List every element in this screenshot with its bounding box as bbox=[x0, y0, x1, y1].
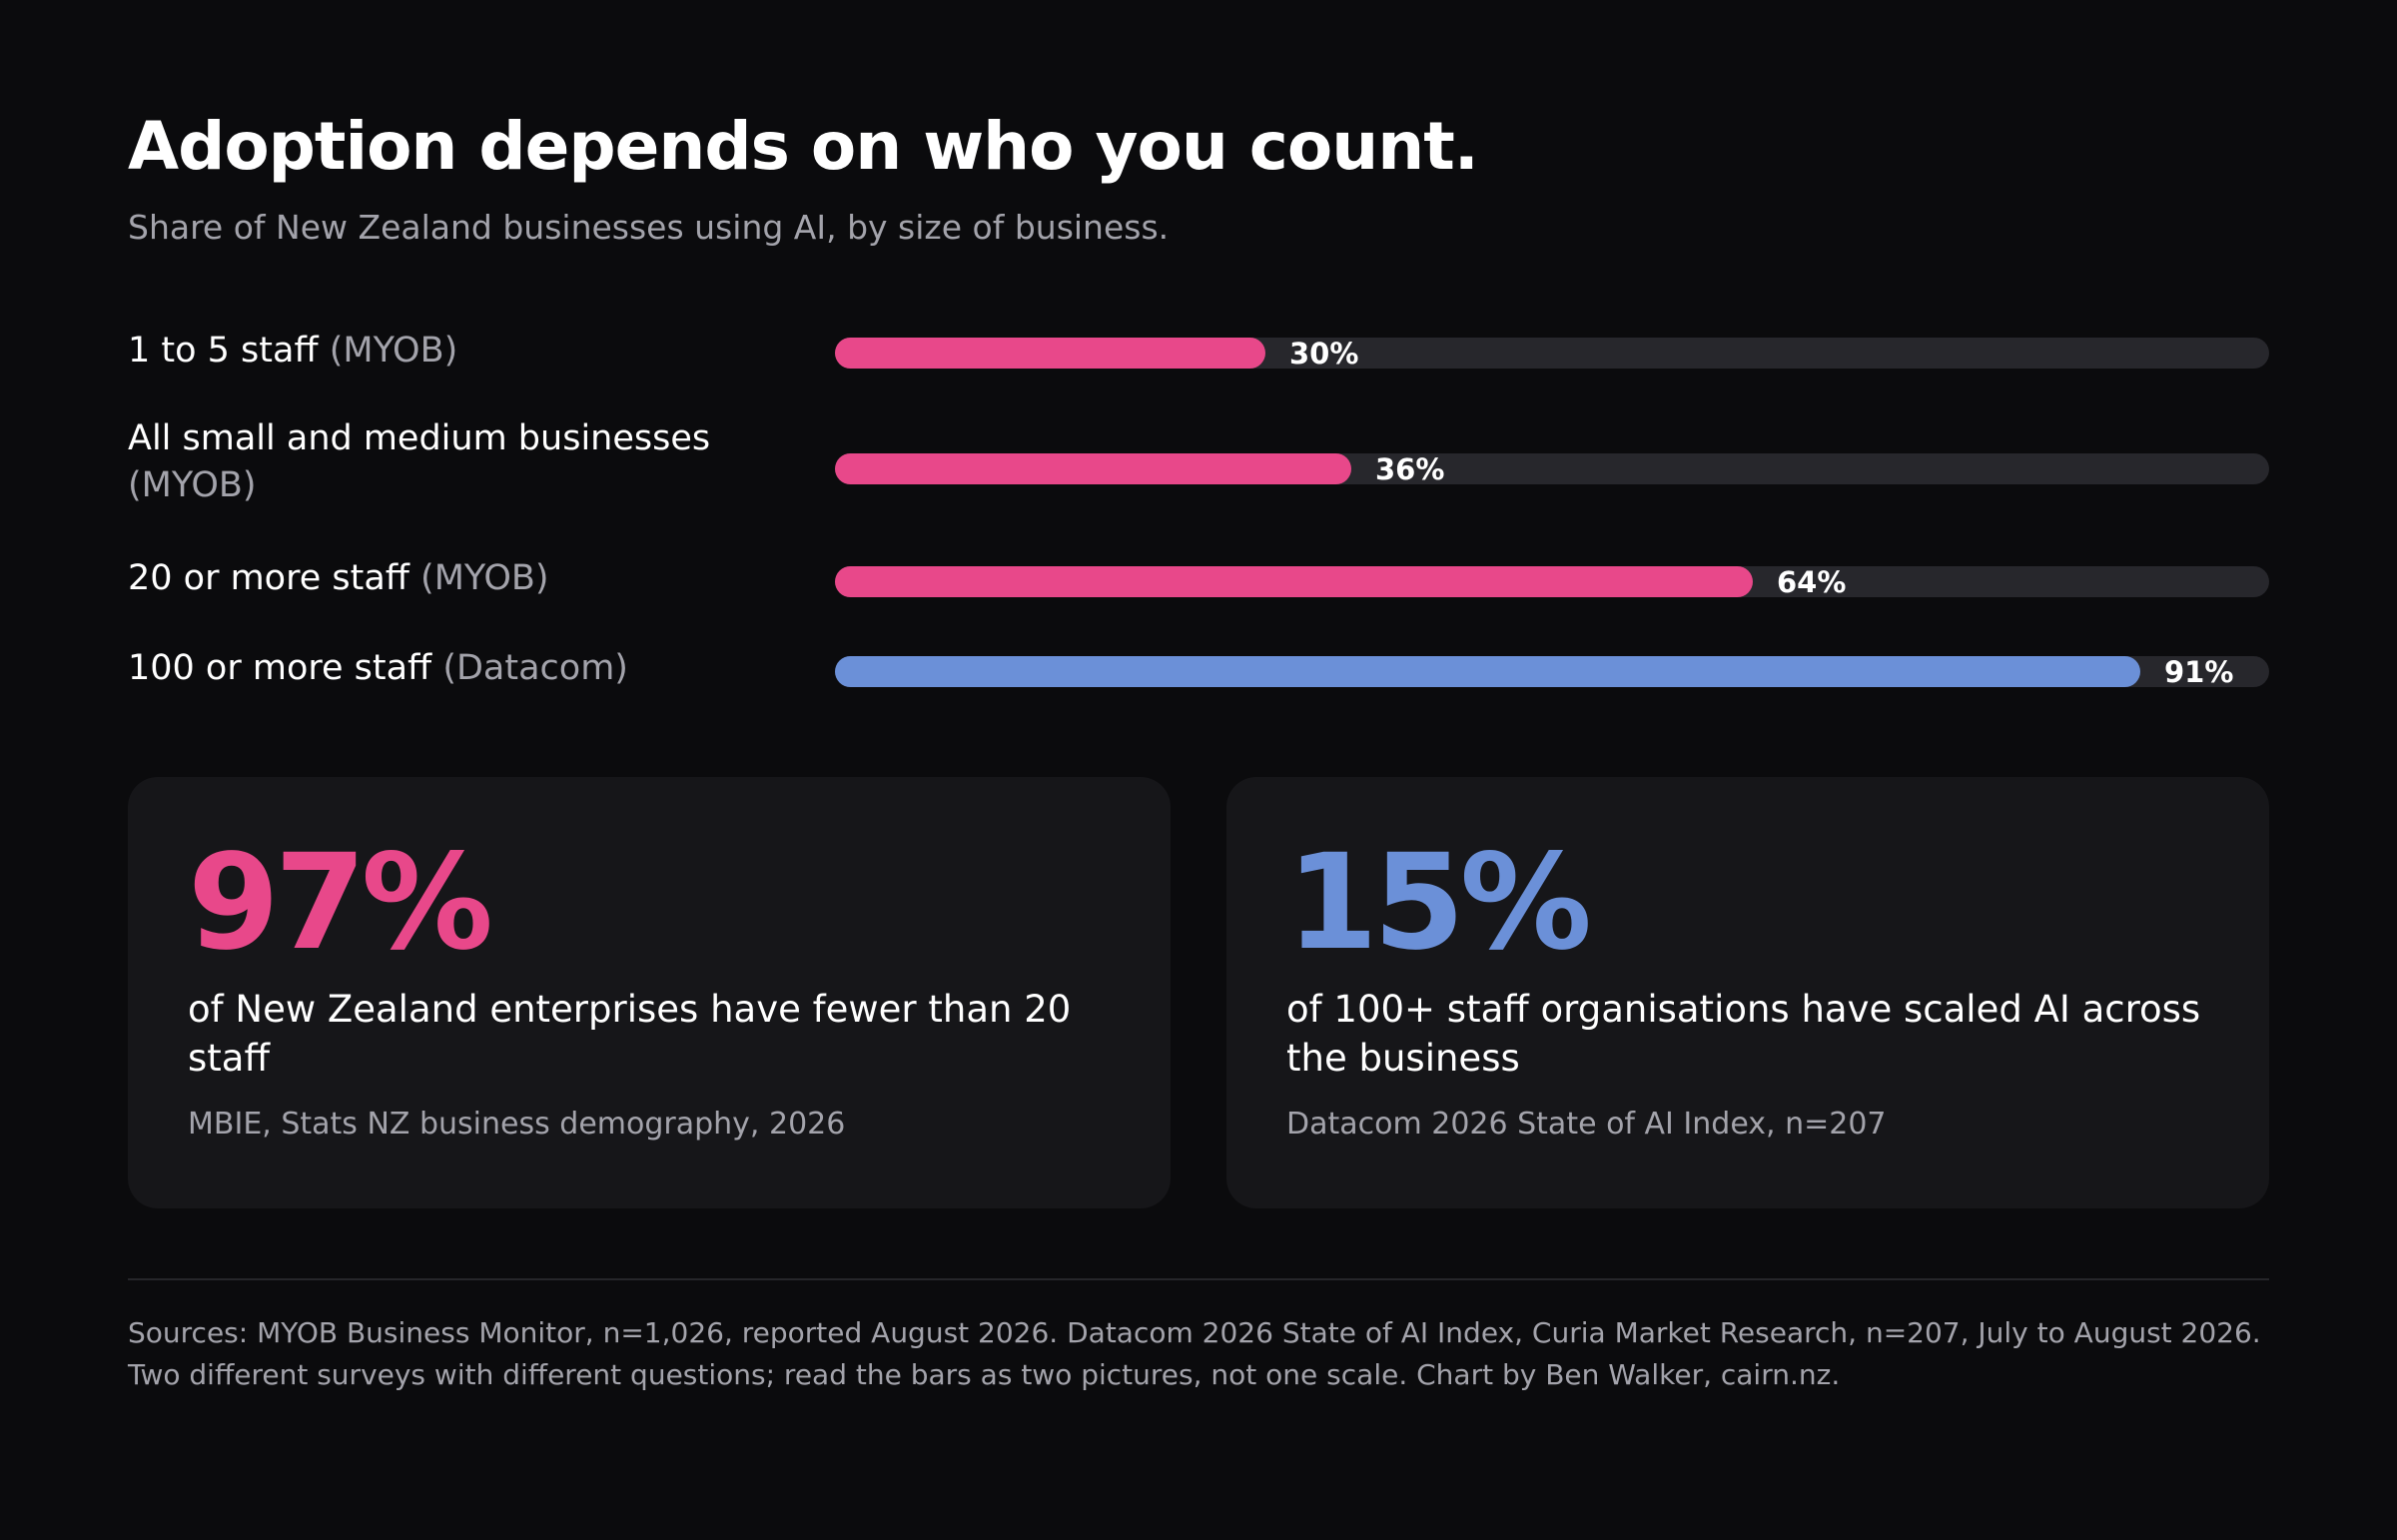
bar-fill bbox=[835, 656, 2140, 687]
bar-fill bbox=[835, 566, 1753, 597]
bar-source: (MYOB) bbox=[128, 465, 257, 505]
stat-card: 97% of New Zealand enterprises have fewe… bbox=[128, 777, 1171, 1208]
footer-divider bbox=[128, 1278, 2269, 1280]
bar-value-label: 64% bbox=[1777, 565, 1847, 599]
stat-card: 15% of 100+ staff organisations have sca… bbox=[1226, 777, 2269, 1208]
sources-footnote: Sources: MYOB Business Monitor, n=1,026,… bbox=[128, 1316, 2261, 1391]
bar-category: All small and medium businesses bbox=[128, 418, 711, 458]
card-source: MBIE, Stats NZ business demography, 2026 bbox=[188, 1107, 846, 1142]
bar-fill bbox=[835, 453, 1351, 484]
card-source: Datacom 2026 State of AI Index, n=207 bbox=[1286, 1107, 1887, 1142]
bar-source: (Datacom) bbox=[442, 648, 628, 688]
bar-value-label: 30% bbox=[1289, 337, 1359, 371]
bar-category: 1 to 5 staff bbox=[128, 331, 319, 371]
bar-track: 91% bbox=[835, 655, 2269, 689]
bar-source: (MYOB) bbox=[420, 558, 549, 598]
chart-subtitle: Share of New Zealand businesses using AI… bbox=[128, 208, 1170, 247]
bar-track: 64% bbox=[835, 565, 2269, 599]
bar-track: 36% bbox=[835, 452, 2269, 486]
bar-label: All small and medium businesses (MYOB) bbox=[128, 415, 767, 509]
bar-label: 100 or more staff (Datacom) bbox=[128, 645, 767, 692]
bar-label: 1 to 5 staff (MYOB) bbox=[128, 328, 767, 375]
bar-label: 20 or more staff (MYOB) bbox=[128, 555, 767, 602]
card-stat-value: 15% bbox=[1286, 826, 1592, 980]
bar-fill bbox=[835, 338, 1265, 369]
card-description: of New Zealand enterprises have fewer th… bbox=[188, 988, 1072, 1080]
bar-source: (MYOB) bbox=[329, 331, 458, 371]
bar-track: 30% bbox=[835, 337, 2269, 371]
chart-title: Adoption depends on who you count. bbox=[128, 108, 1479, 185]
bar-value-label: 91% bbox=[2164, 655, 2234, 689]
bar-category: 100 or more staff bbox=[128, 648, 432, 688]
card-stat-value: 97% bbox=[188, 826, 493, 980]
bar-value-label: 36% bbox=[1375, 452, 1445, 486]
card-description: of 100+ staff organisations have scaled … bbox=[1286, 988, 2201, 1080]
bar-category: 20 or more staff bbox=[128, 558, 409, 598]
